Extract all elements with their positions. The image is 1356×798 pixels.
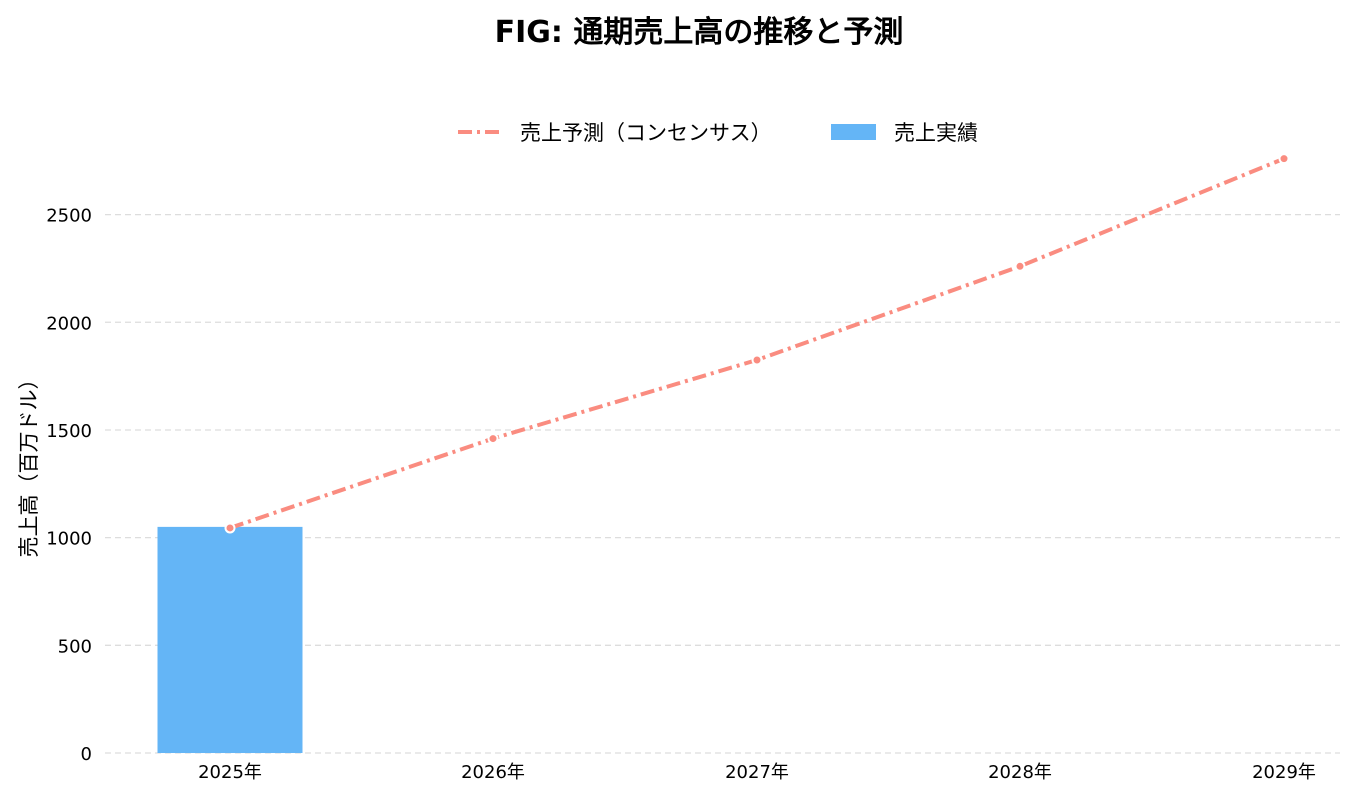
x-axis-ticks: 2025年 2026年 2027年 2028年 2029年 bbox=[198, 762, 1316, 783]
data-point bbox=[1014, 260, 1026, 272]
data-point bbox=[1278, 153, 1290, 165]
data-point bbox=[224, 522, 236, 534]
y-tick-label: 2500 bbox=[46, 206, 92, 227]
x-tick-label: 2028年 bbox=[988, 762, 1052, 783]
y-tick-label: 2000 bbox=[46, 313, 92, 334]
y-tick-label: 1500 bbox=[46, 421, 92, 442]
bar bbox=[157, 526, 303, 753]
y-tick-label: 500 bbox=[58, 636, 92, 657]
x-tick-label: 2027年 bbox=[725, 762, 789, 783]
y-tick-label: 0 bbox=[81, 744, 92, 765]
data-point bbox=[751, 354, 763, 366]
line-series bbox=[224, 153, 1290, 534]
legend-item-actual: 売上実績 bbox=[831, 121, 978, 145]
x-tick-label: 2025年 bbox=[198, 762, 262, 783]
legend-label-actual: 売上実績 bbox=[894, 121, 978, 145]
chart-title: FIG: 通期売上高の推移と予測 bbox=[495, 15, 904, 50]
data-point bbox=[487, 433, 499, 445]
legend: 売上予測（コンセンサス） 売上実績 bbox=[458, 121, 978, 145]
legend-label-forecast: 売上予測（コンセンサス） bbox=[520, 121, 772, 145]
x-tick-label: 2029年 bbox=[1252, 762, 1316, 783]
bar-series bbox=[157, 526, 303, 753]
y-axis-label: 売上高（百万ドル） bbox=[17, 369, 41, 558]
gridlines bbox=[105, 213, 1340, 754]
y-tick-label: 1000 bbox=[46, 529, 92, 550]
x-tick-label: 2026年 bbox=[461, 762, 525, 783]
y-axis-ticks: 0 500 1000 1500 2000 2500 bbox=[46, 206, 92, 765]
legend-swatch-actual bbox=[831, 124, 876, 140]
legend-item-forecast: 売上予測（コンセンサス） bbox=[458, 121, 772, 145]
